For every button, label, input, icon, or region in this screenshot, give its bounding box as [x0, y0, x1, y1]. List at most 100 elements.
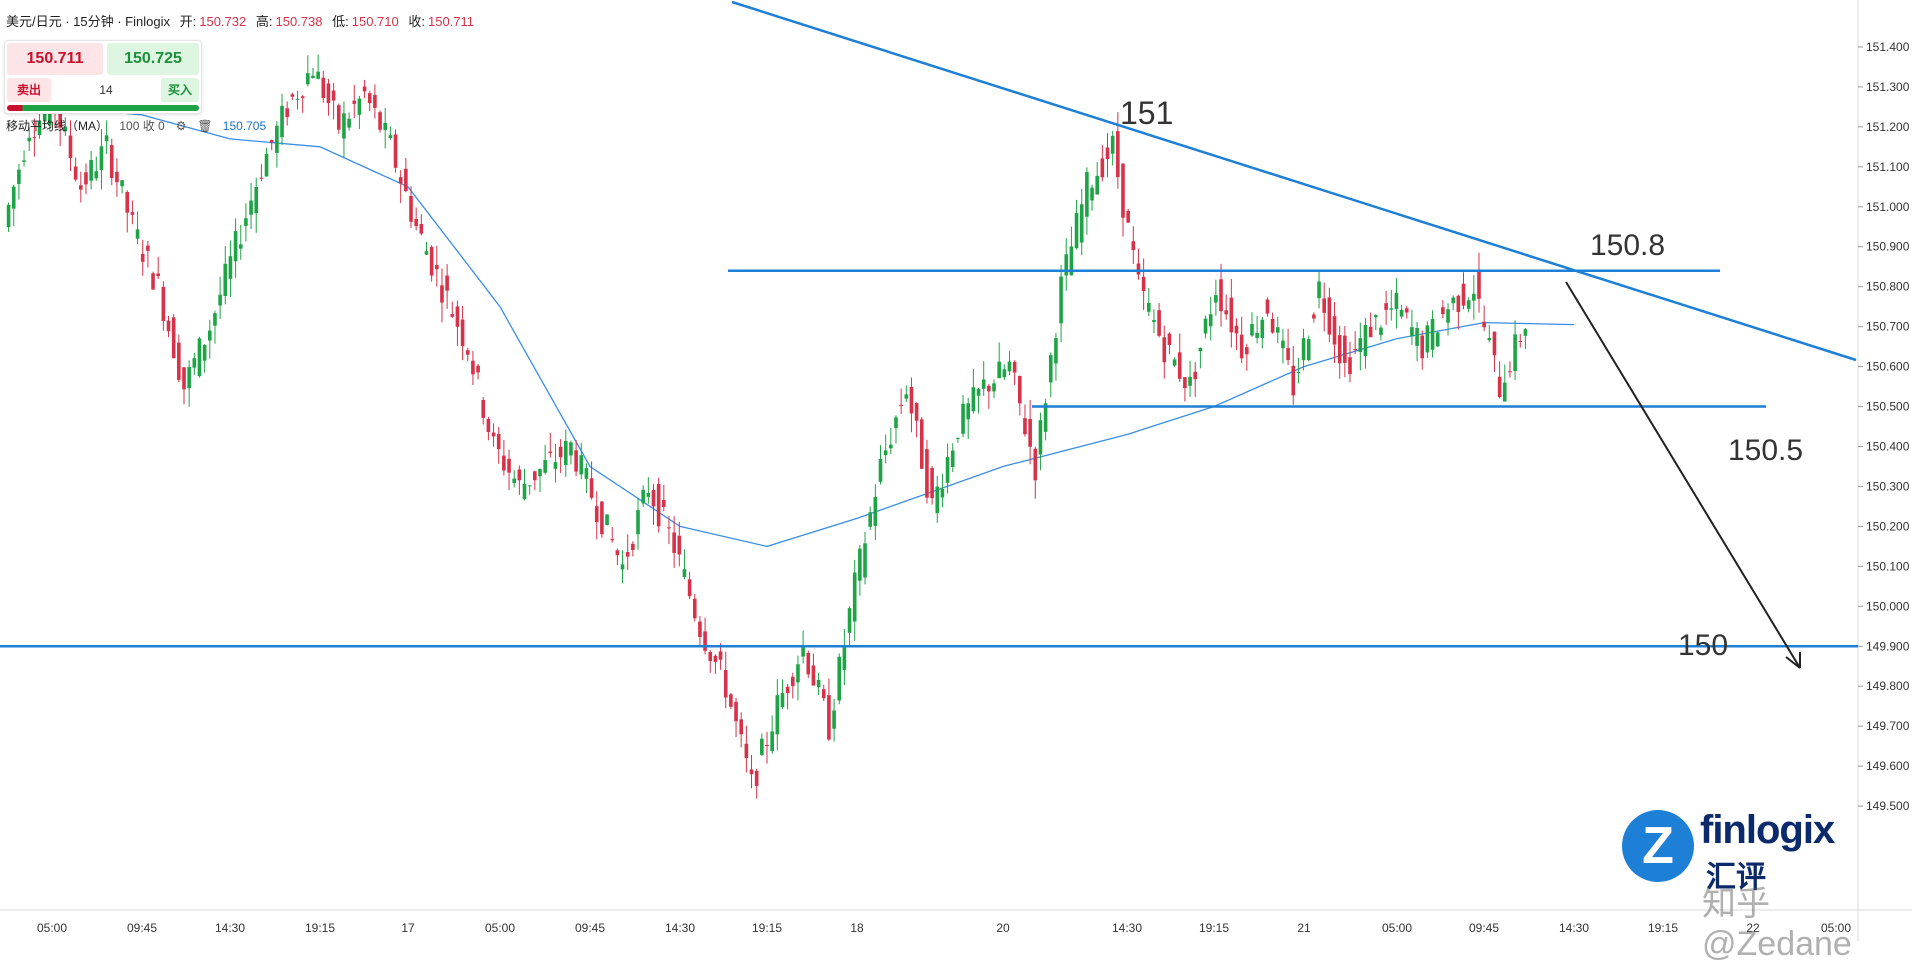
- candle-body: [1286, 348, 1290, 361]
- level-label[interactable]: 150.5: [1728, 434, 1803, 467]
- candle-body: [342, 113, 346, 139]
- candle-body: [1105, 147, 1110, 160]
- candle-body: [259, 177, 264, 179]
- y-tick-label: 151.400: [1866, 40, 1910, 54]
- x-tick-label: 14:30: [665, 921, 695, 935]
- forecast-arrowhead[interactable]: [1785, 652, 1801, 669]
- forecast-arrow[interactable]: [1565, 281, 1801, 669]
- candle-body: [1038, 420, 1043, 455]
- candle-body: [723, 670, 728, 698]
- candle-body: [445, 275, 449, 291]
- gear-icon[interactable]: ⚙: [175, 119, 187, 133]
- candle-body: [1410, 327, 1414, 337]
- candle-body: [1492, 331, 1497, 356]
- x-tick-label: 19:15: [1199, 921, 1229, 935]
- candle-body: [89, 159, 93, 181]
- candle-body: [22, 160, 26, 162]
- candle-body: [1379, 327, 1383, 335]
- candle-body: [610, 539, 615, 541]
- level-label[interactable]: 150.8: [1590, 229, 1665, 262]
- candle-body: [1007, 361, 1012, 372]
- candle-body: [1188, 376, 1192, 386]
- sell-price-button[interactable]: 150.711: [7, 43, 103, 75]
- y-tick-label: 151.100: [1866, 160, 1910, 174]
- candle-body: [331, 90, 336, 101]
- candle-body: [264, 153, 269, 177]
- y-tick-label: 149.500: [1866, 799, 1910, 813]
- buy-button[interactable]: 买入: [161, 78, 199, 102]
- candle-body: [1306, 339, 1311, 361]
- spread-bar: [7, 105, 199, 111]
- candle-body: [1208, 314, 1213, 327]
- candle-body: [17, 169, 21, 184]
- candle-body: [125, 192, 130, 213]
- candle-body: [450, 314, 455, 317]
- candle-body: [42, 113, 47, 122]
- candle-body: [760, 738, 764, 755]
- candle-body: [197, 338, 202, 377]
- price-label-151[interactable]: 151: [1120, 95, 1173, 131]
- candle-body: [1317, 281, 1321, 299]
- candle-body: [600, 501, 604, 535]
- candle-body: [1219, 279, 1223, 312]
- candle-body: [300, 96, 305, 99]
- quantity-input[interactable]: [55, 78, 157, 102]
- trendline[interactable]: [731, 0, 1857, 362]
- candle-body: [1523, 329, 1528, 336]
- candle-body: [1513, 334, 1517, 371]
- axes: 151.400 151.300 151.200 151.100 151.000 150.9…: [0, 0, 1912, 941]
- candle-body: [662, 499, 666, 507]
- buy-price-button[interactable]: 150.725: [107, 43, 199, 75]
- sell-button[interactable]: 卖出: [7, 78, 51, 102]
- candle-body: [1198, 347, 1203, 352]
- x-tick-label: 09:45: [575, 921, 605, 935]
- candle-body: [615, 550, 620, 556]
- candle-body: [1110, 135, 1115, 154]
- candle-body: [1152, 320, 1156, 322]
- candle-body: [553, 462, 558, 469]
- candle-body: [455, 306, 460, 327]
- candle-body: [1394, 292, 1399, 309]
- candle-body: [1275, 327, 1280, 333]
- candle-body: [646, 492, 651, 497]
- candle-body: [1358, 338, 1363, 353]
- candle-body: [1183, 377, 1187, 388]
- annotations[interactable]: 150.8 150.5 150 151: [0, 0, 1858, 669]
- candle-body: [1461, 283, 1466, 306]
- candle-body: [192, 358, 197, 368]
- candle-body: [1415, 328, 1419, 346]
- candle-body: [1193, 371, 1198, 380]
- candle-body: [754, 770, 759, 786]
- candle-body: [827, 695, 831, 740]
- candle-body: [1012, 362, 1017, 373]
- candle-body: [202, 344, 207, 361]
- candle-body: [569, 442, 573, 456]
- candle-body: [847, 608, 852, 633]
- candle-body: [631, 543, 635, 550]
- x-tick-label: 19:15: [1648, 921, 1678, 935]
- finlogix-logo-icon: Z: [1622, 810, 1694, 882]
- indicator-name: 移动平均线（MA）: [6, 119, 109, 133]
- ma-line: [51, 106, 1575, 548]
- candle-body: [1312, 314, 1316, 319]
- candle-body: [507, 458, 511, 473]
- candle-body: [290, 94, 295, 97]
- candle-body: [1131, 241, 1136, 251]
- candle-body: [1203, 318, 1208, 334]
- candle-body: [1167, 333, 1172, 345]
- level-label[interactable]: 150: [1678, 629, 1728, 662]
- candle-body: [1456, 295, 1461, 312]
- candle-body: [987, 385, 991, 392]
- candle-body: [409, 195, 413, 222]
- indicator-value: 150.705: [222, 119, 267, 133]
- candle-body: [177, 342, 181, 380]
- candle-body: [161, 286, 166, 321]
- candle-body: [1250, 323, 1254, 336]
- candle-body: [1162, 337, 1167, 363]
- candle-body: [11, 186, 16, 209]
- price-chart[interactable]: 151.400 151.300 151.200 151.100 151.000 150.9…: [0, 0, 1912, 941]
- candle-body: [889, 444, 893, 449]
- candle-body: [816, 679, 821, 687]
- trash-icon[interactable]: 🗑: [197, 119, 213, 133]
- candle-body: [1281, 340, 1285, 349]
